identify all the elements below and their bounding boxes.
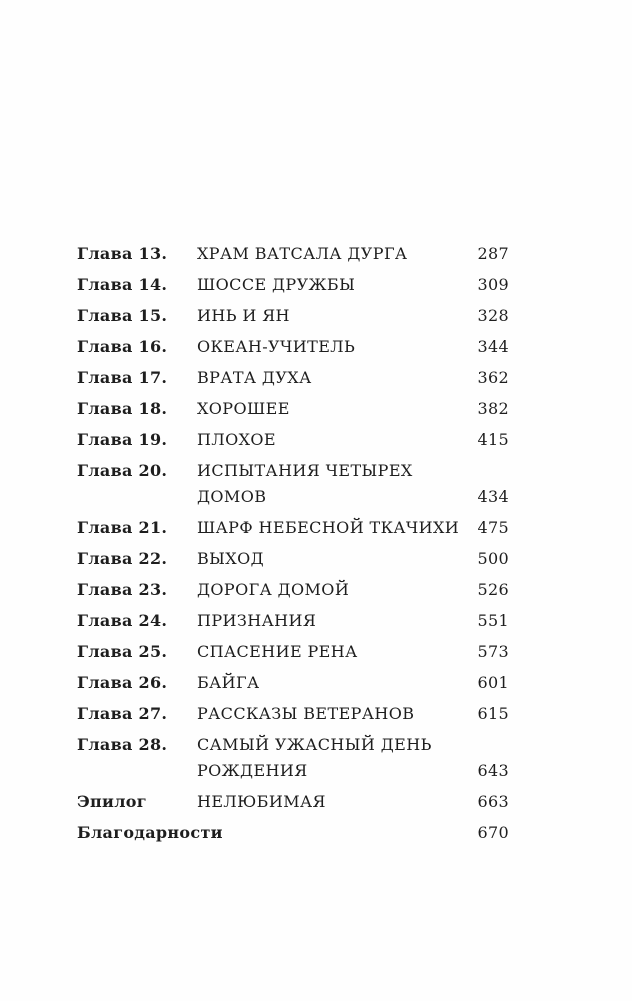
toc-entry-label: Глава 25. — [77, 642, 168, 661]
toc-entry-label: Глава 23. — [77, 580, 168, 599]
toc-entry-title: ВЫХОД — [197, 549, 265, 568]
toc-entry-page: 344 — [477, 337, 509, 356]
toc-entry-label: Глава 15. — [77, 306, 168, 325]
toc-entry-page: 500 — [477, 549, 509, 568]
toc-entry: Глава 27. РАССКАЗЫ ВЕТЕРАНОВ 615 — [77, 701, 509, 727]
toc-entry: Глава 23. ДОРОГА ДОМОЙ 526 — [77, 577, 509, 603]
toc-entry-page: 663 — [477, 792, 509, 811]
toc-entry-label: Благодарности — [77, 823, 223, 842]
toc-entry-title: ИСПЫТАНИЯ ЧЕТЫРЕХ ДОМОВ — [197, 461, 413, 506]
toc-entry: Глава 25. СПАСЕНИЕ РЕНА 573 — [77, 639, 509, 665]
toc-entry-title: БАЙГА — [197, 673, 260, 692]
toc-entry-page: 362 — [477, 368, 509, 387]
toc-entry: Эпилог НЕЛЮБИМАЯ 663 — [77, 789, 509, 815]
toc-entry-page: 573 — [477, 642, 509, 661]
toc-entry-page: 551 — [477, 611, 509, 630]
toc-entry: Глава 20. ИСПЫТАНИЯ ЧЕТЫРЕХ ДОМОВ 434 — [77, 458, 509, 510]
toc-entry-page: 309 — [477, 275, 509, 294]
toc-entry: Глава 18. ХОРОШЕЕ 382 — [77, 396, 509, 422]
toc-entry-page: 287 — [477, 244, 509, 263]
toc-entry-page: 526 — [477, 580, 509, 599]
toc-entry-title: ОКЕАН-УЧИТЕЛЬ — [197, 337, 356, 356]
toc-entry: Глава 26. БАЙГА 601 — [77, 670, 509, 696]
toc-entry-label: Глава 20. — [77, 461, 168, 480]
toc-entry-title: ХОРОШЕЕ — [197, 399, 290, 418]
toc-entry-title: ПЛОХОЕ — [197, 430, 277, 449]
toc-entry-label: Глава 27. — [77, 704, 168, 723]
toc-entry-title: СПАСЕНИЕ РЕНА — [197, 642, 358, 661]
toc-entry-title: ХРАМ ВАТСАЛА ДУРГА — [197, 244, 408, 263]
toc-entry: Глава 19. ПЛОХОЕ 415 — [77, 427, 509, 453]
toc-entry-label: Глава 26. — [77, 673, 168, 692]
toc-entry-page: 670 — [477, 823, 509, 842]
toc-entry-page: 415 — [477, 430, 509, 449]
table-of-contents: Глава 13. ХРАМ ВАТСАЛА ДУРГА 287 Глава 1… — [77, 241, 509, 851]
toc-entry: Глава 14. ШОССЕ ДРУЖБЫ 309 — [77, 272, 509, 298]
toc-entry-title: ВРАТА ДУХА — [197, 368, 312, 387]
toc-entry-title: НЕЛЮБИМАЯ — [197, 792, 326, 811]
toc-entry-page: 601 — [477, 673, 509, 692]
toc-entry-title: ИНЬ И ЯН — [197, 306, 290, 325]
toc-entry-page: 382 — [477, 399, 509, 418]
toc-entry-label: Глава 22. — [77, 549, 168, 568]
toc-entry: Глава 17. ВРАТА ДУХА 362 — [77, 365, 509, 391]
toc-entry-page: 643 — [477, 761, 509, 780]
toc-entry-label: Эпилог — [77, 792, 147, 811]
toc-entry-title: ШАРФ НЕБЕСНОЙ ТКАЧИХИ — [197, 518, 460, 537]
toc-entry-page: 328 — [477, 306, 509, 325]
toc-entry-label: Глава 24. — [77, 611, 168, 630]
toc-entry-label: Глава 17. — [77, 368, 168, 387]
toc-entry-title: САМЫЙ УЖАСНЫЙ ДЕНЬ РОЖДЕНИЯ — [197, 735, 432, 780]
toc-entry-page: 615 — [477, 704, 509, 723]
toc-entry-label: Глава 18. — [77, 399, 168, 418]
toc-entry-title: ШОССЕ ДРУЖБЫ — [197, 275, 356, 294]
toc-entry-title: РАССКАЗЫ ВЕТЕРАНОВ — [197, 704, 415, 723]
toc-entry: Глава 16. ОКЕАН-УЧИТЕЛЬ 344 — [77, 334, 509, 360]
toc-entry-page: 475 — [477, 518, 509, 537]
toc-entry: Благодарности 670 — [77, 820, 509, 846]
toc-entry-page: 434 — [477, 487, 509, 506]
toc-entry-title: ПРИЗНАНИЯ — [197, 611, 317, 630]
toc-entry-label: Глава 19. — [77, 430, 168, 449]
toc-entry-title: ДОРОГА ДОМОЙ — [197, 580, 350, 599]
toc-entry: Глава 21. ШАРФ НЕБЕСНОЙ ТКАЧИХИ 475 — [77, 515, 509, 541]
toc-entry-label: Глава 28. — [77, 735, 168, 754]
toc-entry-label: Глава 14. — [77, 275, 168, 294]
toc-entry-label: Глава 21. — [77, 518, 168, 537]
toc-entry: Глава 13. ХРАМ ВАТСАЛА ДУРГА 287 — [77, 241, 509, 267]
toc-entry-label: Глава 16. — [77, 337, 168, 356]
toc-entry: Глава 28. САМЫЙ УЖАСНЫЙ ДЕНЬ РОЖДЕНИЯ 64… — [77, 732, 509, 784]
toc-entry-title — [197, 820, 475, 846]
toc-entry-label: Глава 13. — [77, 244, 168, 263]
toc-entry: Глава 24. ПРИЗНАНИЯ 551 — [77, 608, 509, 634]
toc-entry: Глава 22. ВЫХОД 500 — [77, 546, 509, 572]
toc-entry: Глава 15. ИНЬ И ЯН 328 — [77, 303, 509, 329]
